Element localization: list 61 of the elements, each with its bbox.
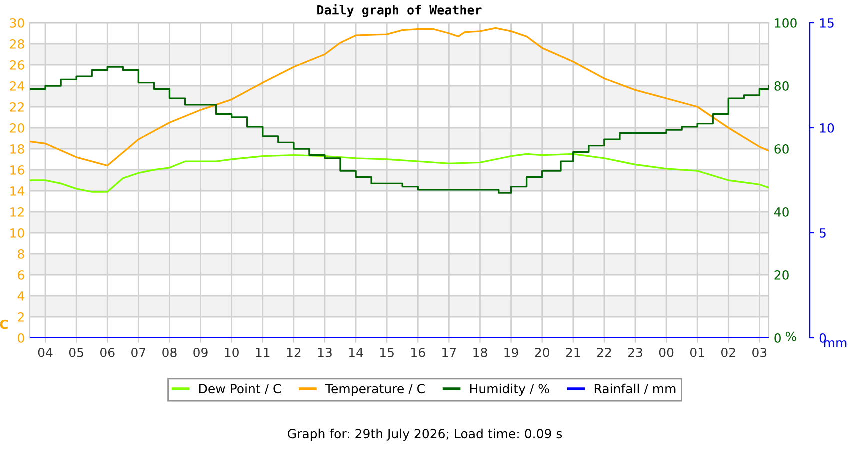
y-tick-label: 10: [10, 228, 24, 238]
y-tick-label: 2: [18, 312, 24, 322]
x-tick-label: 16: [412, 348, 426, 358]
x-tick-label: 07: [132, 348, 146, 358]
legend-label: Humidity / %: [470, 384, 550, 396]
x-tick-label: 22: [597, 348, 612, 358]
y-tick-label: 8: [18, 249, 24, 259]
x-tick-label: 14: [349, 348, 364, 358]
y2-tick-label: 100: [775, 18, 797, 28]
x-tick-label: 13: [318, 348, 332, 358]
x-tick-label: 19: [504, 348, 518, 358]
x-tick-label: 11: [256, 348, 270, 358]
y-tick-label: 18: [10, 144, 24, 154]
y2-tick-label: 0: [774, 333, 781, 343]
x-tick-label: 05: [69, 348, 84, 358]
x-tick-label: 02: [722, 348, 736, 358]
x-tick-label: 20: [535, 348, 550, 358]
x-tick-label: 10: [225, 348, 239, 358]
y-tick-label: 28: [10, 39, 24, 49]
x-tick-label: 06: [100, 348, 115, 358]
y-axis-title: C: [0, 320, 8, 330]
y-tick-label: 6: [18, 270, 24, 280]
chart-title: Daily graph of Weather: [318, 4, 482, 18]
y3-tick-label: 0: [820, 333, 826, 343]
x-tick-label: 03: [752, 348, 767, 358]
line-series: [30, 153, 769, 193]
x-tick-label: 17: [442, 348, 456, 358]
y-tick-label: 16: [10, 165, 24, 175]
x-tick-label: 01: [690, 348, 704, 358]
x-tick-label: 23: [628, 348, 642, 358]
y-tick-label: 0: [18, 333, 24, 343]
x-tick-label: 09: [194, 348, 208, 358]
x-tick-label: 21: [566, 348, 580, 358]
y-tick-label: 26: [10, 60, 24, 70]
legend-label: Temperature / C: [325, 384, 425, 396]
y2-axis-title: %: [786, 332, 796, 342]
y3-tick-label: 15: [820, 18, 834, 28]
y-tick-label: 24: [10, 81, 24, 91]
y2-tick-label: 80: [774, 81, 789, 91]
x-tick-label: 00: [659, 348, 674, 358]
x-tick-label: 08: [162, 348, 177, 358]
y2-tick-label: 60: [774, 144, 789, 154]
y2-tick-label: 40: [774, 207, 789, 217]
y-tick-label: 14: [10, 186, 24, 196]
y-tick-label: 4: [18, 292, 24, 301]
y2-tick-label: 20: [774, 270, 789, 280]
line-series: [30, 27, 769, 167]
y-tick-label: 22: [10, 102, 24, 112]
x-tick-label: 15: [380, 348, 394, 358]
y-tick-label: 20: [10, 123, 24, 133]
y-tick-label: 30: [10, 18, 24, 28]
text: Graph for: 29th July 2026; Load time: 0.09 s: [288, 428, 562, 441]
x-tick-label: 18: [474, 348, 488, 358]
y-tick-label: 12: [10, 207, 24, 217]
x-tick-label: 04: [38, 348, 53, 358]
x-tick-label: 12: [287, 348, 301, 358]
y3-tick-label: 10: [820, 123, 834, 133]
legend-label: Dew Point / C: [200, 384, 282, 395]
legend-label: Rainfall / mm: [594, 384, 676, 395]
y3-axis-title: mm: [824, 340, 847, 348]
y3-tick-label: 5: [820, 228, 826, 238]
